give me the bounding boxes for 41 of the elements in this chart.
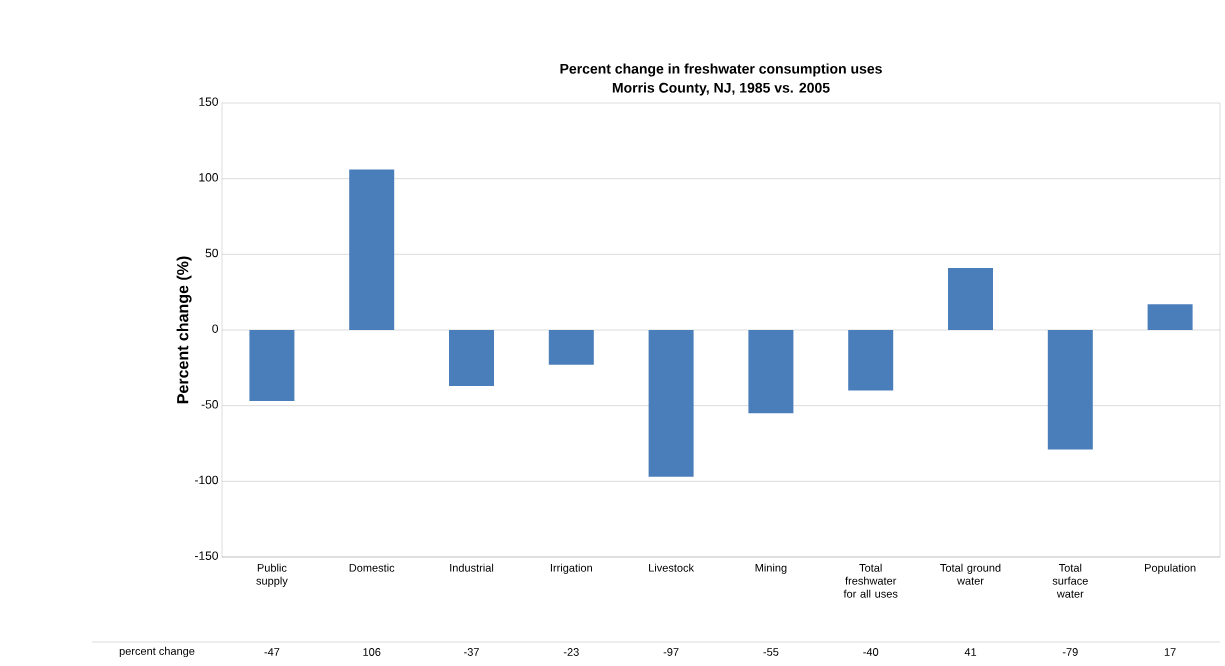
x-tick-label: Domestic	[349, 563, 395, 572]
bar	[748, 329, 794, 414]
data-label: 41	[964, 648, 977, 656]
data-label: -40	[863, 648, 879, 656]
data-label: -55	[763, 648, 779, 656]
x-tick-label: Industrial	[450, 563, 494, 572]
x-tick-label: Population	[1145, 563, 1196, 574]
x-tick-label: Mining	[755, 563, 787, 574]
y-tick-label: 100	[199, 173, 218, 182]
bar	[1147, 304, 1193, 330]
bar	[349, 169, 395, 330]
bar	[249, 329, 295, 402]
x-tick-label: Total ground water	[940, 563, 1001, 585]
x-tick-label: Livestock	[649, 563, 695, 572]
data-label: 106	[363, 648, 381, 656]
x-tick-label: Public supply	[256, 563, 288, 587]
chart-subtitle: Morris County, NJ, 1985 vs. 2005	[612, 82, 830, 96]
y-axis-title: Percent change (%)	[176, 256, 192, 404]
x-tick-label: Irrigation	[550, 563, 592, 574]
bar	[648, 329, 694, 477]
bar	[548, 329, 594, 365]
chart-title: Percent change in freshwater consumption uses	[560, 63, 882, 77]
bar	[948, 267, 994, 330]
y-tick-label: -100	[194, 475, 218, 485]
bar	[848, 329, 894, 391]
y-tick-label: -150	[194, 551, 218, 560]
data-label: -79	[1062, 648, 1078, 656]
bar	[449, 329, 495, 386]
bar	[1047, 329, 1093, 450]
x-tick-label: Total freshwater for all uses	[843, 563, 898, 598]
y-tick-label: -50	[201, 400, 218, 409]
y-tick-label: 50	[205, 248, 218, 258]
data-label: -23	[563, 648, 579, 656]
data-label: -37	[464, 648, 479, 656]
y-tick-label: 0	[212, 324, 219, 333]
data-label: 17	[1164, 648, 1176, 656]
x-tick-label: Total surface water	[1052, 563, 1088, 598]
data-label: -97	[663, 648, 679, 656]
text: percent change	[119, 646, 195, 658]
data-label: -47	[264, 648, 280, 656]
y-tick-label: 150	[199, 97, 218, 106]
